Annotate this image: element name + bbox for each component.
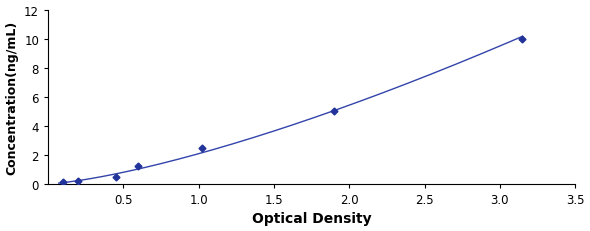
- X-axis label: Optical Density: Optical Density: [252, 212, 372, 225]
- Y-axis label: Concentration(ng/mL): Concentration(ng/mL): [5, 21, 18, 174]
